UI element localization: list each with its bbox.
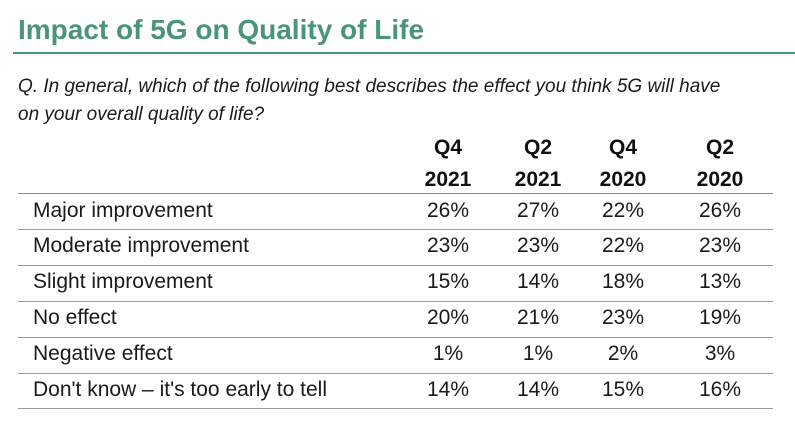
- cell-value: 16%: [698, 378, 742, 401]
- table-row: Slight improvement 15% 14% 18% 13%: [18, 267, 773, 302]
- table-row: Negative effect 1% 1% 2% 3%: [18, 339, 773, 374]
- column-header-q4-2021: Q4 2021: [403, 132, 493, 196]
- column-header-period: Q2: [523, 136, 552, 159]
- table-row: Don't know – it's too early to tell 14% …: [18, 375, 773, 410]
- column-header-year: 2021: [514, 168, 562, 191]
- column-header-q2-2021: Q2 2021: [493, 132, 583, 196]
- cell-value: 15%: [426, 270, 470, 293]
- cell-value: 23%: [601, 306, 645, 329]
- cell-value: 22%: [601, 199, 645, 222]
- cell-value: 27%: [516, 199, 560, 222]
- cell-value: 26%: [698, 199, 742, 222]
- row-label: Moderate improvement: [33, 234, 249, 257]
- row-label: Major improvement: [33, 199, 213, 222]
- column-header-q2-2020: Q2 2020: [675, 132, 765, 196]
- row-divider: [18, 408, 773, 409]
- cell-value: 26%: [426, 199, 470, 222]
- cell-value: 3%: [704, 342, 736, 365]
- cell-value: 1%: [522, 342, 554, 365]
- cell-value: 2%: [607, 342, 639, 365]
- cell-value: 14%: [426, 378, 470, 401]
- column-header-q4-2020: Q4 2020: [578, 132, 668, 196]
- column-header-period: Q2: [705, 136, 734, 159]
- column-header-year: 2021: [424, 168, 472, 191]
- column-header-year: 2020: [696, 168, 744, 191]
- row-label: Slight improvement: [33, 270, 213, 293]
- table-row: No effect 20% 21% 23% 19%: [18, 303, 773, 338]
- cell-value: 22%: [601, 234, 645, 257]
- cell-value: 14%: [516, 270, 560, 293]
- cell-value: 1%: [432, 342, 464, 365]
- survey-question: Q. In general, which of the following be…: [18, 76, 721, 125]
- column-header-year: 2020: [599, 168, 647, 191]
- cell-value: 23%: [426, 234, 470, 257]
- cell-value: 20%: [426, 306, 470, 329]
- row-divider: [18, 337, 773, 338]
- cell-value: 14%: [516, 378, 560, 401]
- row-label: Negative effect: [33, 342, 173, 365]
- row-divider: [18, 229, 773, 230]
- row-label: Don't know – it's too early to tell: [33, 378, 327, 401]
- column-header-period: Q4: [433, 136, 462, 159]
- column-header-period: Q4: [608, 136, 637, 159]
- cell-value: 18%: [601, 270, 645, 293]
- cell-value: 13%: [698, 270, 742, 293]
- row-divider: [18, 373, 773, 374]
- cell-value: 19%: [698, 306, 742, 329]
- cell-value: 23%: [698, 234, 742, 257]
- cell-value: 23%: [516, 234, 560, 257]
- cell-value: 21%: [516, 306, 560, 329]
- table-row: Major improvement 26% 27% 22% 26%: [18, 196, 773, 231]
- table-row: Moderate improvement 23% 23% 22% 23%: [18, 231, 773, 266]
- title-underline: [13, 52, 795, 54]
- row-label: No effect: [33, 306, 117, 329]
- page-title: Impact of 5G on Quality of Life: [18, 14, 425, 45]
- row-divider: [18, 265, 773, 266]
- table-header-rule: [18, 193, 773, 194]
- cell-value: 15%: [601, 378, 645, 401]
- row-divider: [18, 301, 773, 302]
